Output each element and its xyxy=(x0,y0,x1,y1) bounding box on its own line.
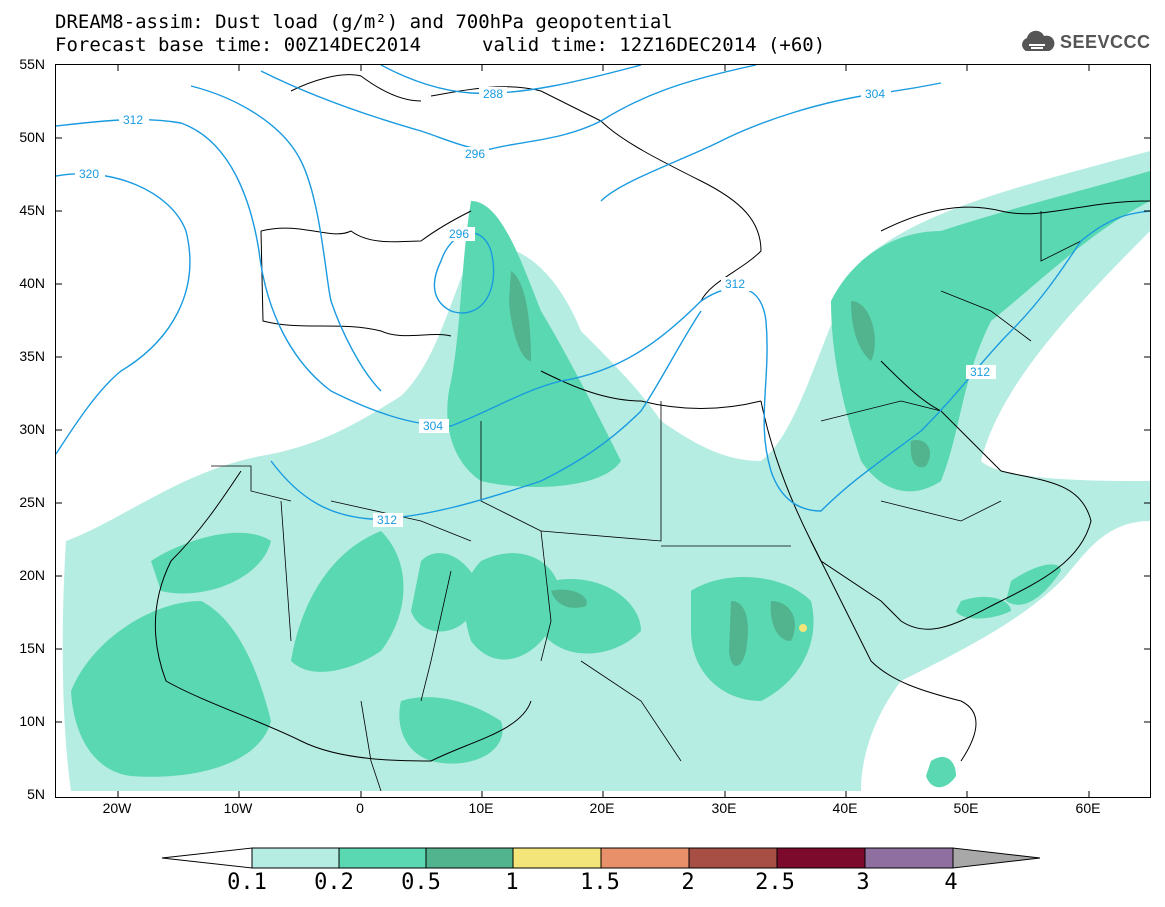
map-title: DREAM8-assim: Dust load (g/m²) and 700hP… xyxy=(55,11,673,33)
contour-label-312-south: 312 xyxy=(377,513,397,527)
contour-label-312-gulf: 312 xyxy=(970,365,990,379)
colorbar-swatch xyxy=(425,847,514,869)
colorbar-swatch xyxy=(864,847,954,869)
logo-text: SEEVCCC xyxy=(1060,31,1151,52)
colorbar-label: 0.2 xyxy=(314,870,354,895)
colorbar-swatch xyxy=(338,847,427,869)
dust-shading-dark xyxy=(509,271,931,666)
lat-label-50n: 50N xyxy=(19,129,45,145)
lat-label-5n: 5N xyxy=(27,786,45,802)
lat-label-30n: 30N xyxy=(19,421,45,437)
contour-label-288: 288 xyxy=(483,87,503,101)
lat-label-45n: 45N xyxy=(19,202,45,218)
contour-label-304-top: 304 xyxy=(865,87,885,101)
lon-label-20w: 20W xyxy=(102,800,132,816)
lon-label-30e: 30E xyxy=(711,800,737,816)
lat-label-25n: 25N xyxy=(19,494,45,510)
contour-label-312-top: 312 xyxy=(123,113,143,127)
colorbar-label: 1.5 xyxy=(580,870,620,895)
contour-label-312-east: 312 xyxy=(725,277,745,291)
colorbar-swatch xyxy=(251,847,340,869)
lon-label-10e: 10E xyxy=(468,800,494,816)
lon-label-20e: 20E xyxy=(589,800,615,816)
lat-label-40n: 40N xyxy=(19,275,45,291)
colorbar xyxy=(161,847,1041,869)
lon-label-50e: 50E xyxy=(953,800,979,816)
contour-label-304: 304 xyxy=(423,419,443,433)
country-borders xyxy=(211,211,1082,792)
lat-label-15n: 15N xyxy=(19,640,45,656)
forecast-base-time: Forecast base time: 00Z14DEC2014 xyxy=(55,34,422,56)
colorbar-label: 1 xyxy=(505,870,519,895)
colorbar-label: 2 xyxy=(681,870,695,895)
colorbar-label: 3 xyxy=(856,870,870,895)
lat-label-10n: 10N xyxy=(19,713,45,729)
lon-label-60e: 60E xyxy=(1075,800,1101,816)
colorbar-max-arrow xyxy=(952,847,1041,869)
contour-label-296: 296 xyxy=(465,147,485,161)
lon-label-0: 0 xyxy=(356,800,364,816)
lon-label-40e: 40E xyxy=(832,800,858,816)
colorbar-swatch xyxy=(600,847,690,869)
lat-label-20n: 20N xyxy=(19,567,45,583)
colorbar-label: 0.1 xyxy=(227,870,267,895)
contour-labels: 288 296 304 312 320 296 304 312 312 312 xyxy=(75,87,996,527)
contour-label-296-sardinia: 296 xyxy=(449,227,469,241)
seevccc-logo: SEEVCCC xyxy=(1018,28,1151,56)
dust-load-map: 288 296 304 312 320 296 304 312 312 312 xyxy=(55,64,1151,798)
map-canvas: 288 296 304 312 320 296 304 312 312 312 xyxy=(56,65,1150,797)
colorbar-min-arrow xyxy=(161,847,253,869)
colorbar-swatch xyxy=(512,847,602,869)
dust-max-spot xyxy=(799,624,807,632)
lat-label-55n: 55N xyxy=(19,56,45,72)
lon-label-10w: 10W xyxy=(223,800,253,816)
colorbar-label: 0.5 xyxy=(401,870,441,895)
lat-label-35n: 35N xyxy=(19,348,45,364)
colorbar-label: 2.5 xyxy=(755,870,795,895)
contour-label-320: 320 xyxy=(79,167,99,181)
colorbar-swatch xyxy=(688,847,778,869)
cloud-logo-icon xyxy=(1022,30,1055,51)
valid-time: valid time: 12Z16DEC2014 (+60) xyxy=(482,34,826,56)
axis-ticks xyxy=(56,65,1150,797)
colorbar-label: 4 xyxy=(944,870,958,895)
colorbar-swatch xyxy=(776,847,866,869)
